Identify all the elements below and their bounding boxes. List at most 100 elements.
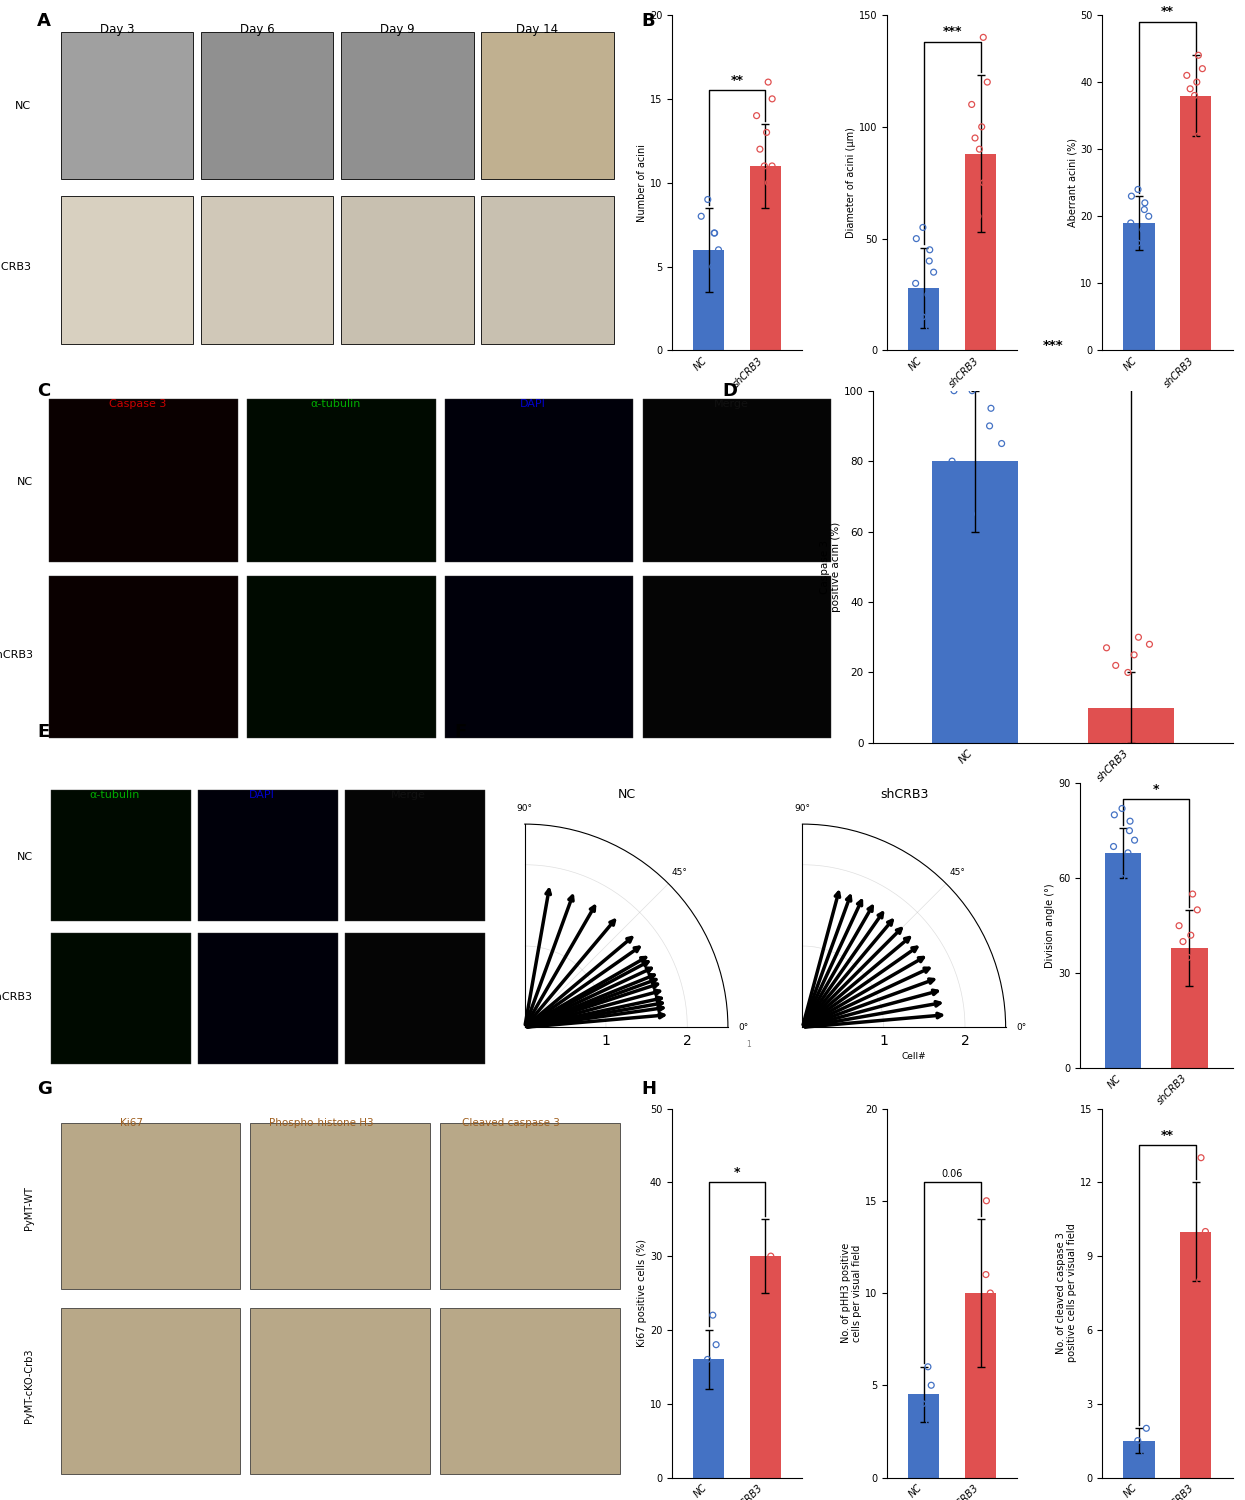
Text: Day 14: Day 14 — [515, 24, 558, 36]
Point — [1112, 865, 1132, 889]
Point — [762, 87, 782, 111]
Point — [1189, 124, 1209, 148]
Point — [985, 484, 1005, 508]
Point — [762, 154, 782, 178]
Point — [1120, 808, 1140, 832]
Point — [749, 136, 769, 160]
Point — [980, 519, 1000, 543]
Point — [1139, 633, 1159, 657]
Point — [703, 255, 723, 279]
Point — [1178, 1244, 1198, 1268]
Bar — [341, 196, 473, 344]
Bar — [965, 153, 996, 351]
Point — [920, 238, 940, 262]
Point — [1112, 796, 1132, 820]
Bar — [693, 251, 725, 351]
Y-axis label: Ki67 positive cells (%): Ki67 positive cells (%) — [637, 1239, 647, 1347]
Bar — [644, 399, 832, 561]
Point — [924, 260, 944, 284]
Point — [905, 272, 925, 296]
Point — [1190, 1269, 1210, 1293]
Point — [1193, 57, 1213, 81]
Y-axis label: Diameter of acini (μm): Diameter of acini (μm) — [847, 128, 857, 238]
Bar — [341, 32, 473, 180]
Text: *: * — [733, 1166, 741, 1179]
Text: NC: NC — [17, 477, 34, 488]
Y-axis label: Caspase 3
positive acini (%): Caspase 3 positive acini (%) — [819, 522, 842, 612]
Text: H: H — [641, 1080, 656, 1098]
Text: E: E — [37, 723, 50, 741]
Point — [1118, 660, 1138, 684]
Bar — [61, 196, 193, 344]
Point — [1106, 654, 1125, 678]
Bar — [51, 790, 192, 921]
Point — [1104, 802, 1124, 826]
Bar — [693, 1359, 725, 1478]
Bar — [749, 1256, 781, 1478]
Point — [758, 70, 778, 94]
Point — [980, 414, 1000, 438]
Bar — [250, 1308, 430, 1474]
Text: ***: *** — [942, 26, 962, 39]
Text: Division angle: Division angle — [1077, 846, 1120, 904]
Point — [1134, 198, 1154, 222]
Point — [1128, 177, 1148, 201]
Bar — [198, 933, 339, 1064]
Point — [1180, 76, 1200, 101]
Bar — [644, 576, 832, 738]
Text: **: ** — [1160, 6, 1174, 18]
Point — [691, 255, 711, 279]
Point — [913, 304, 933, 328]
Point — [981, 396, 1001, 420]
Point — [1186, 70, 1206, 94]
Text: shCRB3: shCRB3 — [0, 650, 34, 660]
Point — [754, 154, 774, 178]
Point — [1135, 190, 1155, 214]
Bar — [50, 399, 238, 561]
Point — [992, 432, 1012, 456]
Point — [757, 120, 777, 144]
Point — [1119, 882, 1139, 906]
Bar — [965, 1293, 996, 1478]
Point — [1134, 244, 1154, 268]
Bar — [1180, 96, 1211, 351]
Bar — [1123, 224, 1154, 351]
Point — [918, 1354, 937, 1378]
Text: Phospho-histone H3: Phospho-histone H3 — [269, 1118, 374, 1128]
Bar — [345, 933, 486, 1064]
Point — [920, 316, 940, 340]
Point — [705, 220, 725, 245]
Text: Day 6: Day 6 — [239, 24, 274, 36]
Point — [764, 188, 784, 211]
Y-axis label: Aberrant acini (%): Aberrant acini (%) — [1067, 138, 1077, 226]
Point — [980, 1281, 1000, 1305]
Text: Cleaved caspase 3: Cleaved caspase 3 — [462, 1118, 559, 1128]
Point — [706, 1332, 726, 1356]
Bar — [345, 790, 486, 921]
Text: PyMT-cKO-Crb3: PyMT-cKO-Crb3 — [25, 1348, 35, 1422]
Point — [1177, 63, 1196, 87]
Point — [1124, 828, 1144, 852]
Point — [1122, 850, 1142, 874]
Point — [1189, 44, 1209, 68]
Point — [1183, 993, 1203, 1017]
Point — [1169, 914, 1189, 938]
Point — [919, 249, 939, 273]
Point — [1118, 842, 1138, 866]
Bar — [1088, 708, 1174, 742]
Point — [969, 204, 989, 228]
Point — [1097, 636, 1117, 660]
Point — [976, 1190, 996, 1214]
Point — [980, 182, 1000, 206]
Point — [706, 272, 726, 296]
Y-axis label: Division angle (°): Division angle (°) — [1046, 884, 1056, 968]
Point — [977, 70, 997, 94]
Title: NC: NC — [618, 788, 635, 801]
Point — [761, 1244, 781, 1268]
Point — [1193, 104, 1213, 128]
Text: Caspase 3: Caspase 3 — [108, 399, 166, 410]
Point — [1188, 898, 1208, 922]
Text: Day 3: Day 3 — [100, 24, 134, 36]
Bar — [61, 1308, 240, 1474]
Text: NC: NC — [15, 100, 31, 111]
